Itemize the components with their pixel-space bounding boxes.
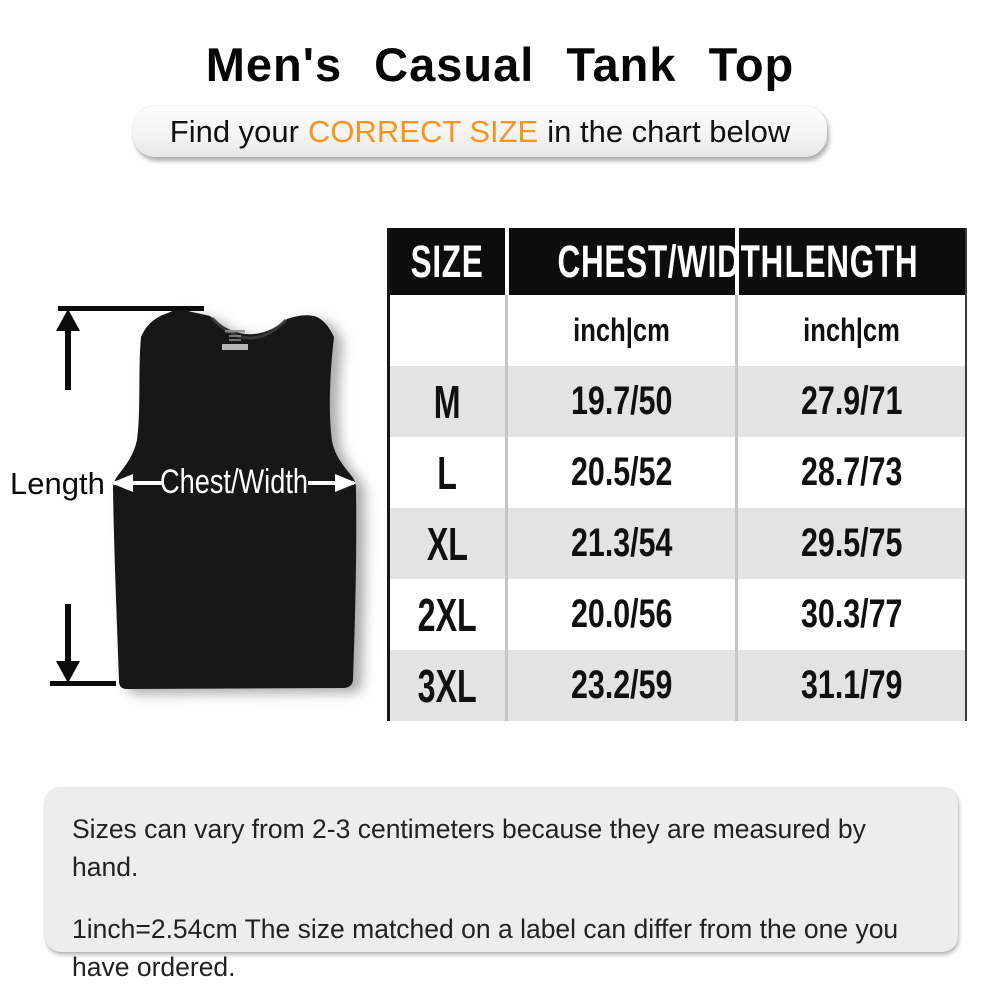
chest-cell: 19.7/50 — [505, 366, 737, 437]
chest-cell: 21.3/54 — [505, 508, 737, 579]
tank-top-diagram: Length Chest/Width — [10, 306, 357, 689]
header-chest-width: CHEST/WIDTH — [504, 228, 783, 295]
table-row: M 19.7/50 27.9/71 — [388, 366, 966, 437]
table-header-row: SIZE CHEST/WIDTH LENGTH — [388, 228, 966, 295]
size-cell: L — [437, 446, 458, 499]
chest-width-label: Chest/Width — [160, 463, 308, 501]
header-size: SIZE — [388, 228, 507, 295]
banner-prefix: Find your — [169, 114, 299, 149]
tank-top-image — [113, 309, 357, 689]
size-cell: XL — [388, 508, 507, 579]
note-line-1: Sizes can vary from 2-3 centimeters beca… — [72, 814, 866, 882]
size-cell: 3XL — [388, 650, 507, 721]
length-cell: 30.3/77 — [735, 579, 966, 650]
table-row: L 20.5/52 28.7/73 — [389, 437, 966, 508]
chest-cell: 23.2/59 — [505, 650, 737, 721]
unit-cell-length: inch|cm — [735, 295, 966, 366]
table-row: 2XL 20.0/56 30.3/77 — [389, 579, 966, 650]
unit-cell-chest: inch|cm — [505, 295, 737, 366]
header-length: LENGTH — [734, 228, 966, 295]
size-chart-table: SIZE CHEST/WIDTH LENGTH inch|cm inch|cm … — [387, 228, 967, 721]
note-line-2: 1inch=2.54cm The size matched on a label… — [72, 914, 899, 982]
page-title: Men's Casual Tank Top — [205, 38, 795, 91]
unit-row: inch|cm inch|cm — [389, 295, 966, 366]
length-cell: 28.7/73 — [735, 437, 966, 508]
size-hint-banner: Find your CORRECT SIZE in the chart below — [133, 106, 827, 157]
length-cell: 27.9/71 — [735, 366, 966, 437]
sizing-notes-box: Sizes can vary from 2-3 centimeters beca… — [45, 787, 958, 982]
tank-neck-label — [222, 330, 248, 350]
banner-highlight: CORRECT SIZE — [308, 114, 539, 149]
banner-suffix: in the chart below — [547, 114, 791, 149]
length-arrow — [50, 306, 204, 686]
unit-cell-empty — [389, 295, 507, 366]
length-cell: 31.1/79 — [735, 650, 966, 721]
chest-cell: 20.5/52 — [505, 437, 737, 508]
length-cell: 29.5/75 — [735, 508, 966, 579]
length-label: Length — [10, 466, 105, 501]
table-row: XL 21.3/54 29.5/75 — [388, 508, 966, 579]
size-cell: M — [388, 366, 507, 437]
chest-cell: 20.0/56 — [505, 579, 737, 650]
chest-width-arrow — [111, 474, 357, 492]
size-cell: 2XL — [417, 588, 478, 641]
table-row: 3XL 23.2/59 31.1/79 — [388, 650, 966, 721]
